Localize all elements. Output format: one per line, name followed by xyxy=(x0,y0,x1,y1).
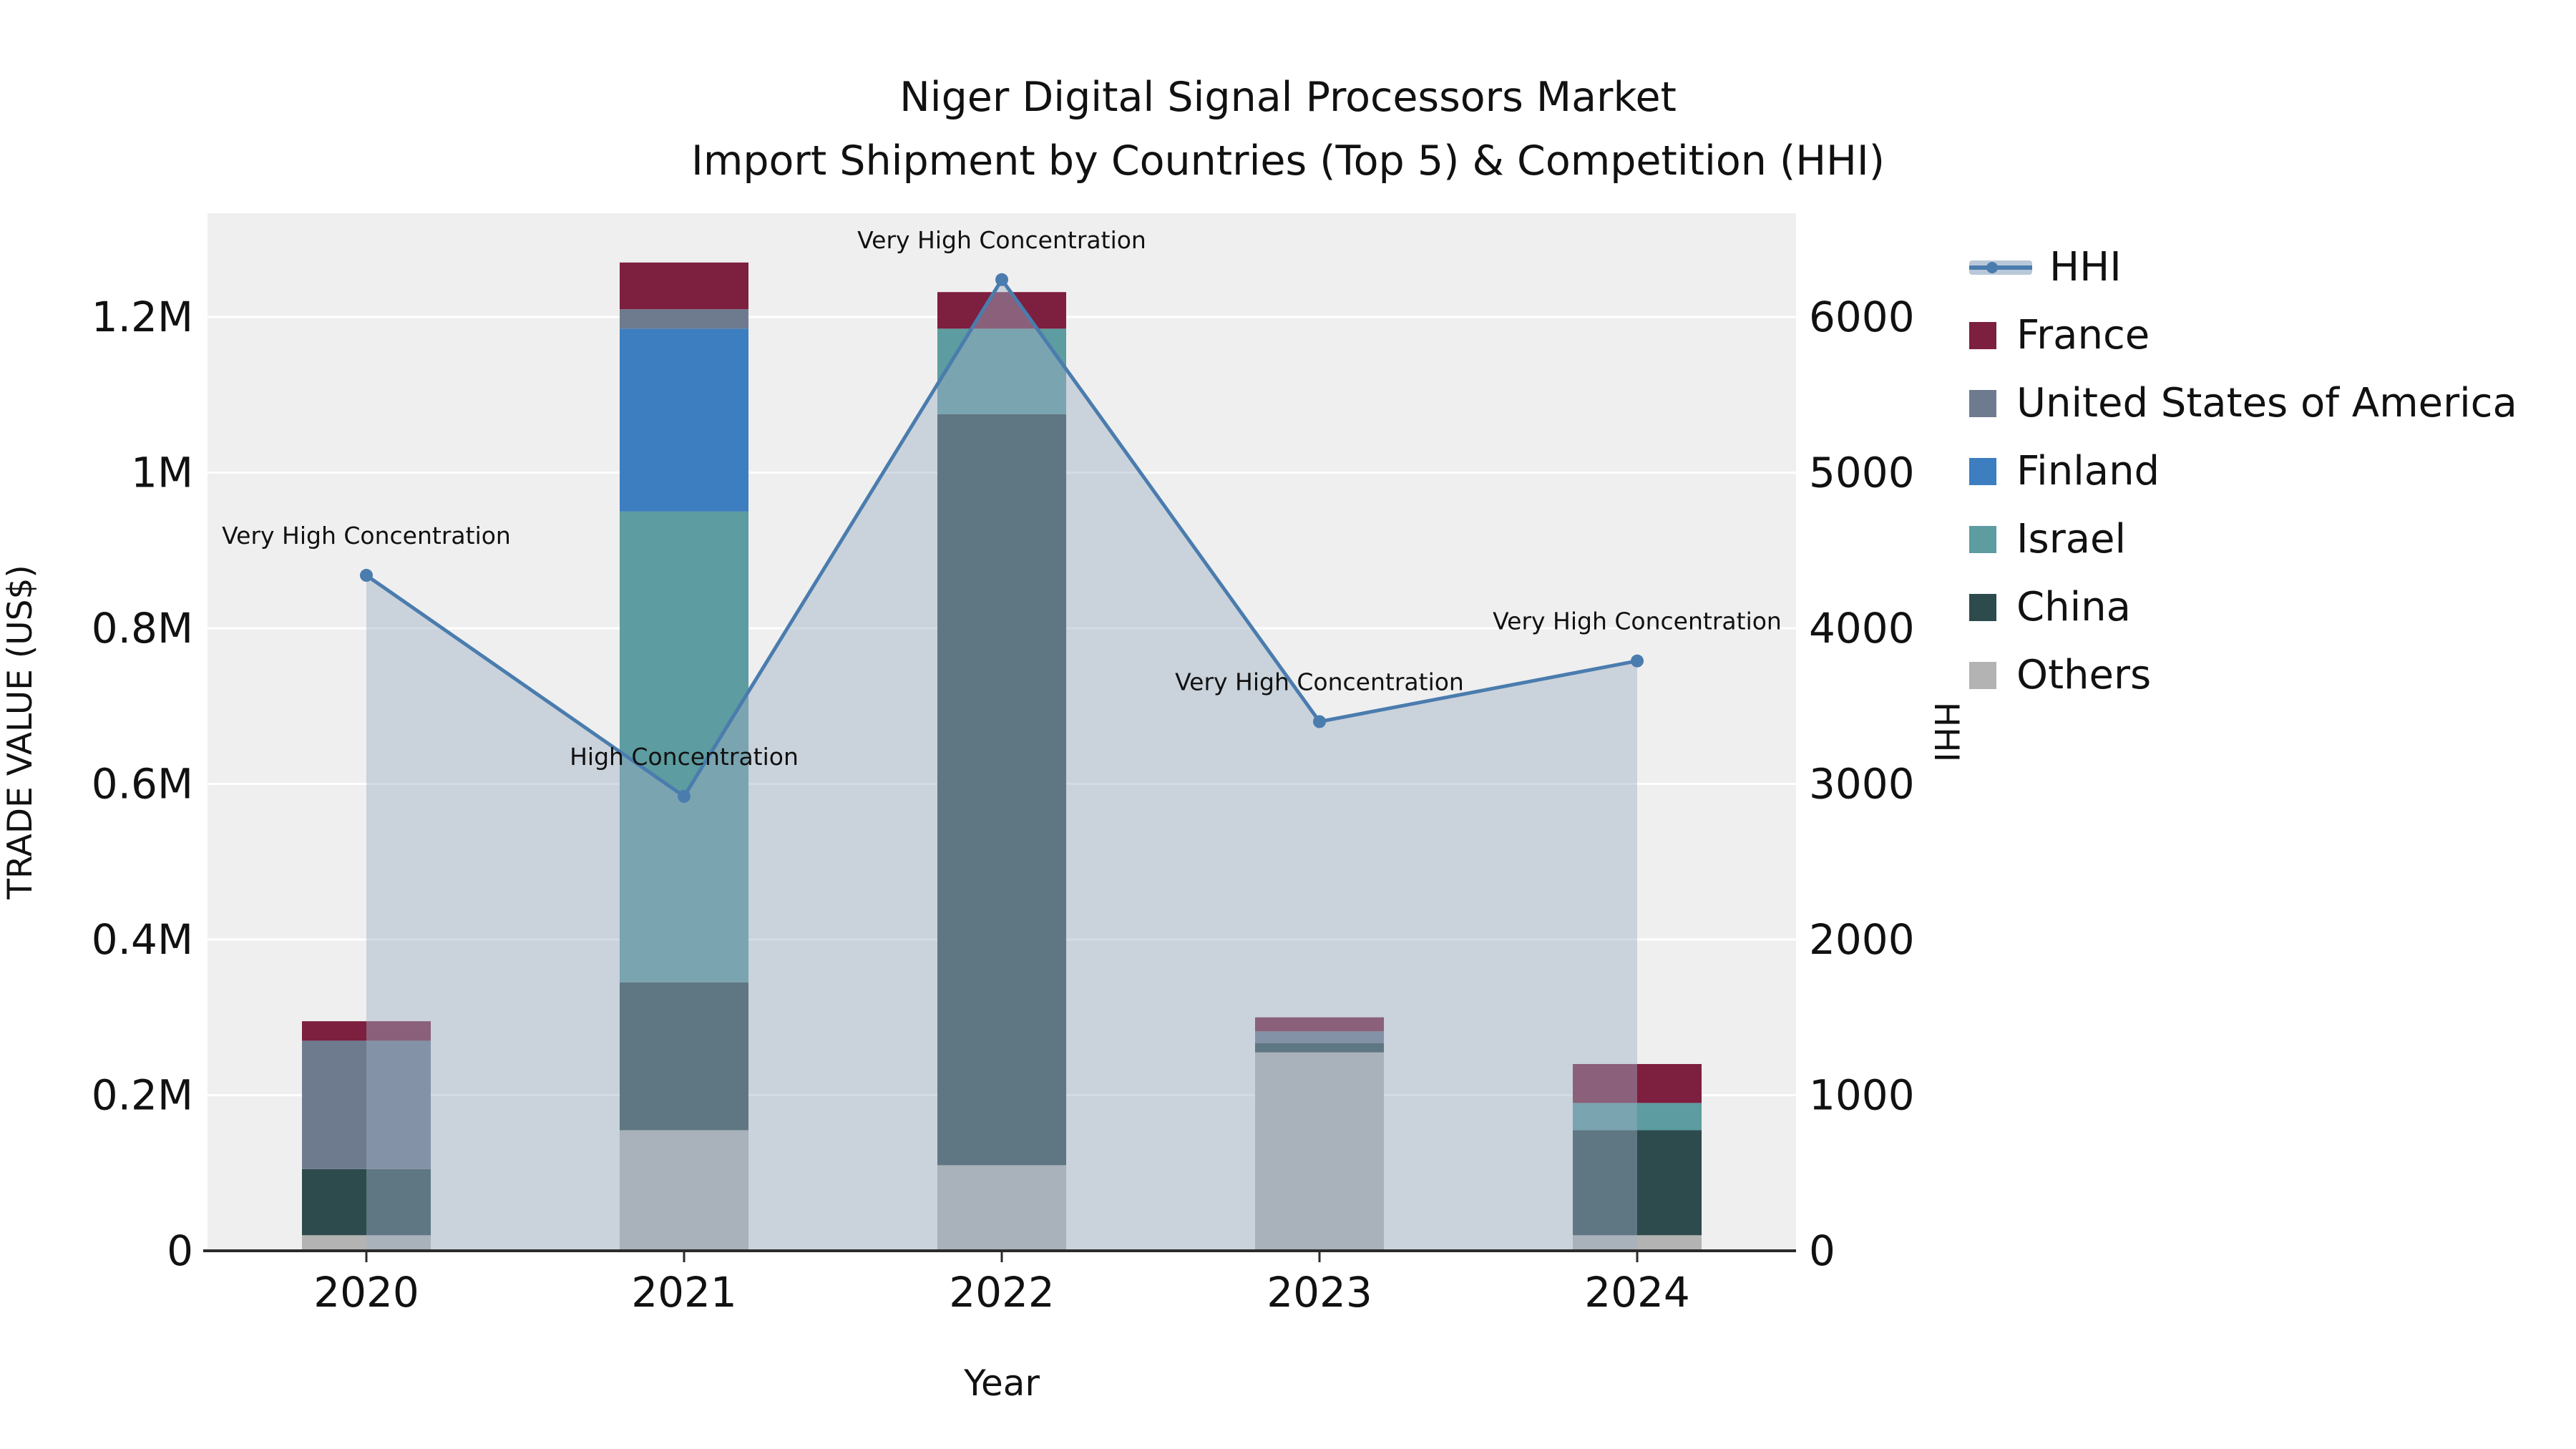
y-left-tick-label-1m: 1M xyxy=(131,449,193,497)
legend-label: Others xyxy=(2016,652,2152,698)
bar-segment-2021-israel xyxy=(620,511,748,982)
bar-segment-2024-others xyxy=(1573,1235,1702,1251)
y-right-tick-label-2000: 2000 xyxy=(1809,915,1915,964)
bar-segment-2022-france xyxy=(937,292,1066,329)
x-tick-label-2024: 2024 xyxy=(1584,1268,1690,1317)
x-tick-label-2020: 2020 xyxy=(313,1268,419,1317)
legend: HHI France United States of America Finland… xyxy=(1969,233,2517,709)
y-left-tick-label-0-2m: 0.2M xyxy=(92,1071,193,1120)
chart-title-line1: Niger Digital Signal Processors Market xyxy=(899,74,1677,121)
x-tick-label-2023: 2023 xyxy=(1267,1268,1372,1317)
x-tick-label-2022: 2022 xyxy=(949,1268,1055,1317)
legend-label: Finland xyxy=(2016,448,2160,494)
y-right-axis-title: HHI xyxy=(1926,702,1966,763)
legend-item-finland: Finland xyxy=(1969,437,2517,505)
bar-segment-2021-france xyxy=(620,262,748,310)
y-right-tick-label-4000: 4000 xyxy=(1809,604,1915,653)
bar-segment-2023-china xyxy=(1255,1043,1384,1053)
x-axis-title: Year xyxy=(963,1362,1040,1404)
bar-segment-2021-united-states-of-america xyxy=(620,309,748,329)
bar-segment-2021-china xyxy=(620,982,748,1131)
bar-segment-2020-others xyxy=(302,1235,431,1251)
hhi-point-2020 xyxy=(360,569,373,582)
y-left-tick-label-1-2m: 1.2M xyxy=(92,293,193,341)
bar-segment-2022-others xyxy=(937,1165,1066,1251)
bar-segment-2024-china xyxy=(1573,1130,1702,1236)
bar-segment-2020-united-states-of-america xyxy=(302,1040,431,1169)
hhi-area xyxy=(366,279,1637,1251)
y-left-tick-label-0: 0 xyxy=(167,1226,193,1275)
bar-segment-2020-france xyxy=(302,1021,431,1041)
bar-segment-2020-china xyxy=(302,1169,431,1236)
legend-item-united-states-of-america: United States of America xyxy=(1969,369,2517,437)
legend-item-china: China xyxy=(1969,573,2517,641)
finland-swatch-icon xyxy=(1969,457,1996,485)
annotation-2023: Very High Concentration xyxy=(1175,668,1464,696)
legend-label: HHI xyxy=(2049,244,2122,291)
china-swatch-icon xyxy=(1969,593,1996,621)
legend-label: Israel xyxy=(2016,516,2127,562)
bar-segment-2024-france xyxy=(1573,1064,1702,1103)
bar-segment-2022-china xyxy=(937,414,1066,1166)
bar-segment-2023-others xyxy=(1255,1052,1384,1251)
france-swatch-icon xyxy=(1969,321,1996,349)
x-tick-label-2021: 2021 xyxy=(631,1268,737,1317)
legend-label: France xyxy=(2016,312,2150,358)
others-swatch-icon xyxy=(1969,661,1996,689)
legend-item-france: France xyxy=(1969,301,2517,369)
chart-title: Niger Digital Signal Processors Market I… xyxy=(0,66,2576,193)
legend-item-israel: Israel xyxy=(1969,505,2517,573)
chart-title-line2: Import Shipment by Countries (Top 5) & C… xyxy=(691,137,1885,185)
legend-label: United States of America xyxy=(2016,380,2517,426)
hhi-point-2022 xyxy=(995,273,1008,286)
bar-segment-2021-others xyxy=(620,1130,748,1251)
hhi-point-2024 xyxy=(1631,654,1644,668)
y-left-tick-label-0-4m: 0.4M xyxy=(92,915,193,964)
bar-segment-2023-france xyxy=(1255,1017,1384,1032)
bar-segment-2022-israel xyxy=(937,328,1066,414)
hhi-point-2023 xyxy=(1313,715,1326,728)
y-left-tick-label-0-6m: 0.6M xyxy=(92,760,193,809)
bar-segment-2023-united-states-of-america xyxy=(1255,1031,1384,1043)
legend-item-others: Others xyxy=(1969,641,2517,709)
y-left-tick-label-0-8m: 0.8M xyxy=(92,604,193,653)
annotation-2022: Very High Concentration xyxy=(857,226,1146,254)
y-right-tick-label-0: 0 xyxy=(1809,1226,1835,1275)
legend-item-hhi: HHI xyxy=(1969,233,2517,301)
bar-segment-2024-israel xyxy=(1573,1103,1702,1131)
united-states-of-america-swatch-icon xyxy=(1969,389,1996,417)
legend-label: China xyxy=(2016,584,2131,630)
y-right-tick-label-5000: 5000 xyxy=(1809,449,1915,497)
israel-swatch-icon xyxy=(1969,525,1996,553)
annotation-2020: Very High Concentration xyxy=(222,522,511,550)
hhi-point-2021 xyxy=(678,789,691,803)
y-right-tick-label-3000: 3000 xyxy=(1809,760,1915,809)
hhi-line-swatch-icon xyxy=(1969,254,2032,281)
y-right-tick-label-6000: 6000 xyxy=(1809,293,1915,341)
y-right-tick-label-1000: 1000 xyxy=(1809,1071,1915,1120)
bar-segment-2021-finland xyxy=(620,328,748,512)
annotation-2021: High Concentration xyxy=(570,743,799,771)
y-left-axis-title: TRADE VALUE (US$) xyxy=(1,565,40,899)
annotation-2024: Very High Concentration xyxy=(1493,608,1782,635)
